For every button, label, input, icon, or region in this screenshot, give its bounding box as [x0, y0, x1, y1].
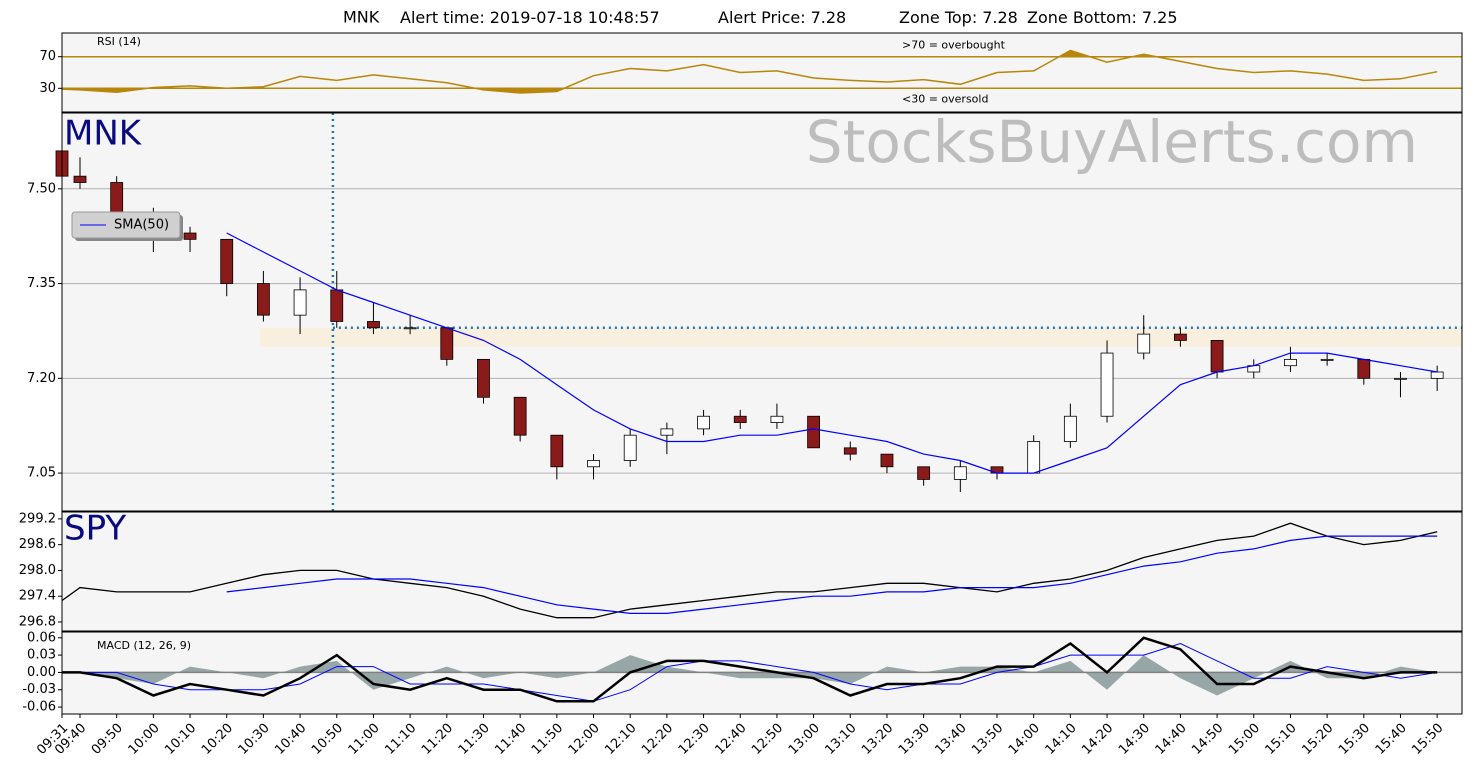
y-tick-label: 30: [39, 81, 56, 96]
candle-body: [880, 453, 894, 468]
candle-body: [477, 358, 490, 398]
panel-border: [61, 112, 1463, 512]
value: 2019-07-18 10:48:57: [490, 8, 660, 27]
header-alert-price: Alert Price: 7.28: [718, 8, 846, 27]
candle-body: [73, 175, 87, 183]
candle-body: [770, 415, 784, 423]
value: 7.28: [982, 8, 1018, 27]
label: Alert time:: [400, 8, 485, 27]
sma-line: [226, 232, 1438, 474]
candle-body: [1063, 415, 1077, 442]
panel-title: MACD (12, 26, 9): [97, 639, 191, 652]
panel-symbol: MNK: [64, 114, 143, 154]
candle-body: [256, 283, 270, 316]
zone-band: [260, 327, 1462, 347]
candle-body: [403, 327, 417, 330]
panel-background: [62, 512, 1462, 631]
candle-body: [367, 321, 380, 329]
candle-body: [1210, 340, 1224, 373]
watermark: StocksBuyAlerts.com: [806, 108, 1418, 176]
header-zone-bottom: Zone Bottom: 7.25: [1027, 8, 1178, 27]
candle-body: [440, 327, 454, 360]
oversold-fill: [62, 88, 565, 93]
y-tick-label: 297.4: [19, 589, 56, 604]
label: Alert Price:: [718, 8, 806, 27]
candle-body: [733, 415, 747, 423]
candle-body: [220, 238, 234, 284]
candle-body: [953, 466, 967, 480]
candle-body: [513, 396, 527, 436]
y-tick-label: 7.20: [27, 371, 56, 386]
candle-body: [1430, 371, 1444, 379]
candle-body: [1357, 358, 1371, 379]
candle-body: [917, 466, 931, 480]
candle-body: [330, 289, 344, 322]
y-tick-label: 296.8: [19, 614, 56, 629]
panel-background: [62, 33, 1462, 112]
header-symbol: MNK: [343, 8, 380, 27]
candle-body: [1174, 333, 1187, 341]
annotation: <30 = oversold: [902, 92, 988, 105]
panel-border: [61, 631, 1463, 715]
value: 7.28: [811, 8, 847, 27]
candle-body: [807, 415, 820, 449]
y-tick-label: 298.6: [19, 537, 56, 552]
candle-body: [550, 434, 564, 468]
candle-body: [1320, 358, 1334, 361]
candle-body: [623, 434, 637, 461]
y-tick-label: 7.50: [27, 181, 56, 196]
label: Zone Bottom:: [1027, 8, 1137, 27]
candle-body: [1100, 352, 1114, 417]
legend-box: [71, 211, 181, 239]
candle-body: [1027, 441, 1041, 474]
candle-body: [697, 415, 710, 430]
y-tick-label: 299.2: [19, 511, 56, 526]
panel-border: [61, 511, 1463, 632]
y-tick-label: 70: [39, 49, 56, 64]
candle-body: [1394, 377, 1407, 380]
label: Zone Top:: [899, 8, 977, 27]
panel-border: [61, 32, 1463, 113]
price-line: [61, 522, 1438, 619]
candle-body: [183, 232, 197, 240]
macd-line: [62, 636, 1438, 703]
candle-body: [1284, 358, 1297, 367]
candle-body: [1137, 333, 1151, 354]
legend-label: SMA(50): [114, 218, 169, 233]
candle-body: [587, 460, 600, 468]
annotation: >70 = overbought: [902, 39, 1006, 52]
y-tick-label: -0.06: [22, 700, 56, 715]
candle-body: [843, 447, 857, 455]
y-tick-label: -0.03: [22, 682, 56, 697]
y-tick-label: 0.03: [27, 648, 56, 663]
panel-symbol: SPY: [64, 509, 126, 549]
header-zone-top: Zone Top: 7.28: [899, 8, 1018, 27]
y-tick-label: 298.0: [19, 563, 56, 578]
y-tick-label: 7.05: [27, 466, 56, 481]
y-tick-label: 0.00: [27, 665, 56, 680]
signal-line: [62, 642, 1438, 702]
histogram-area: [62, 655, 1438, 696]
y-tick-label: 7.35: [27, 276, 56, 291]
candle-body: [660, 428, 674, 436]
candle-body: [293, 289, 307, 316]
y-tick-label: 0.06: [27, 630, 56, 645]
panel-title: RSI (14): [97, 35, 141, 48]
sma-line: [226, 535, 1438, 614]
value: 7.25: [1142, 8, 1178, 27]
rsi-line: [61, 49, 1438, 94]
header-alert-time: Alert time: 2019-07-18 10:48:57: [400, 8, 660, 27]
